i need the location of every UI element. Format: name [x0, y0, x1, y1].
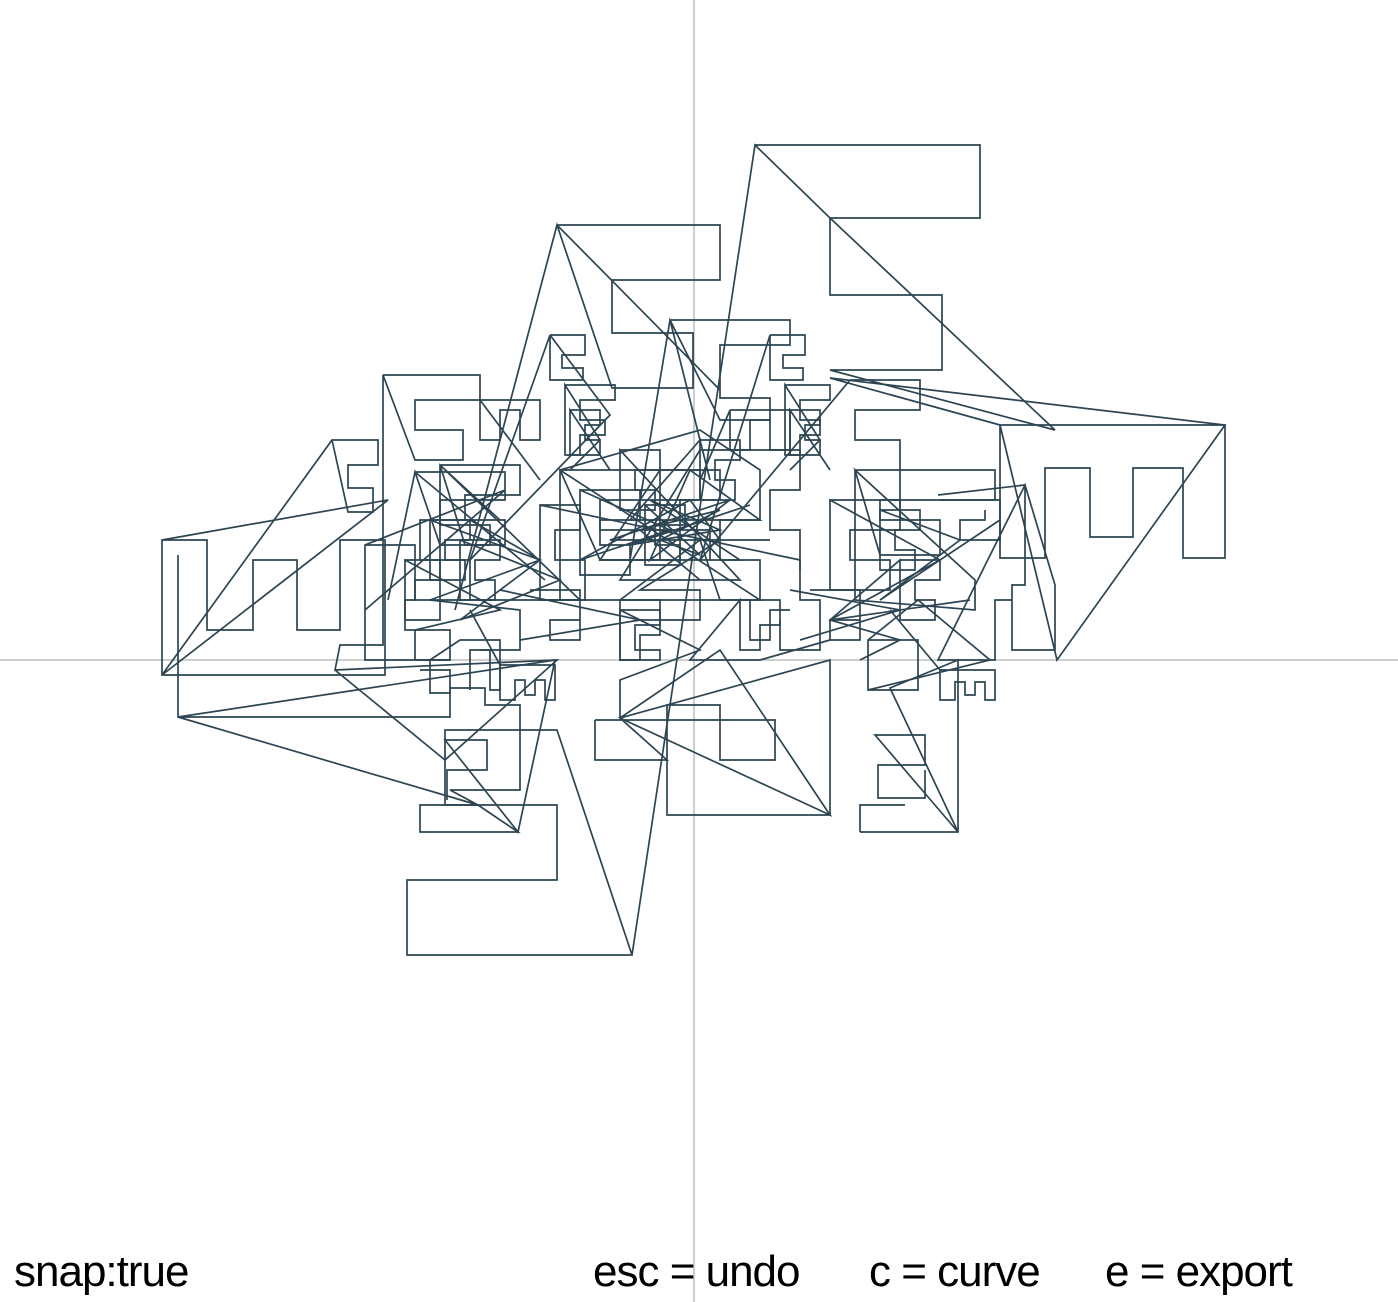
drawn-path	[161, 439, 389, 676]
drawn-path	[688, 597, 831, 661]
drawn-path	[469, 609, 996, 701]
drawn-path	[598, 467, 751, 561]
shortcut-undo-hint: esc = undo	[593, 1247, 800, 1296]
drawn-strokes	[161, 143, 1227, 956]
drawn-path	[420, 639, 501, 694]
drawn-path	[789, 589, 901, 641]
drawn-path	[469, 334, 612, 561]
drawn-path	[828, 558, 941, 661]
drawn-path	[499, 589, 641, 641]
drawn-path	[936, 482, 1056, 661]
drawn-path	[940, 499, 1001, 541]
snap-status-label: snap:true	[14, 1247, 189, 1296]
shortcut-export-hint: e = export	[1105, 1247, 1293, 1296]
drawn-path	[404, 558, 503, 661]
drawn-path	[594, 648, 833, 818]
drawn-path	[789, 407, 831, 471]
drawn-path	[569, 407, 611, 471]
drawn-path	[177, 555, 557, 834]
drawn-path	[564, 382, 616, 471]
drawn-path	[406, 143, 1056, 956]
drawn-path	[829, 498, 971, 621]
drawn-path	[784, 382, 831, 471]
drawn-path	[334, 374, 560, 762]
drawn-path	[699, 334, 921, 561]
shortcut-curve-hint: c = curve	[869, 1247, 1041, 1296]
drawn-path	[419, 463, 583, 601]
drawn-path	[619, 608, 703, 718]
drawn-path	[867, 598, 992, 691]
drawn-path	[699, 409, 791, 481]
drawn-path	[479, 397, 541, 481]
drawn-path	[859, 658, 959, 833]
drawn-path	[638, 503, 721, 581]
drawn-path	[829, 377, 1227, 663]
